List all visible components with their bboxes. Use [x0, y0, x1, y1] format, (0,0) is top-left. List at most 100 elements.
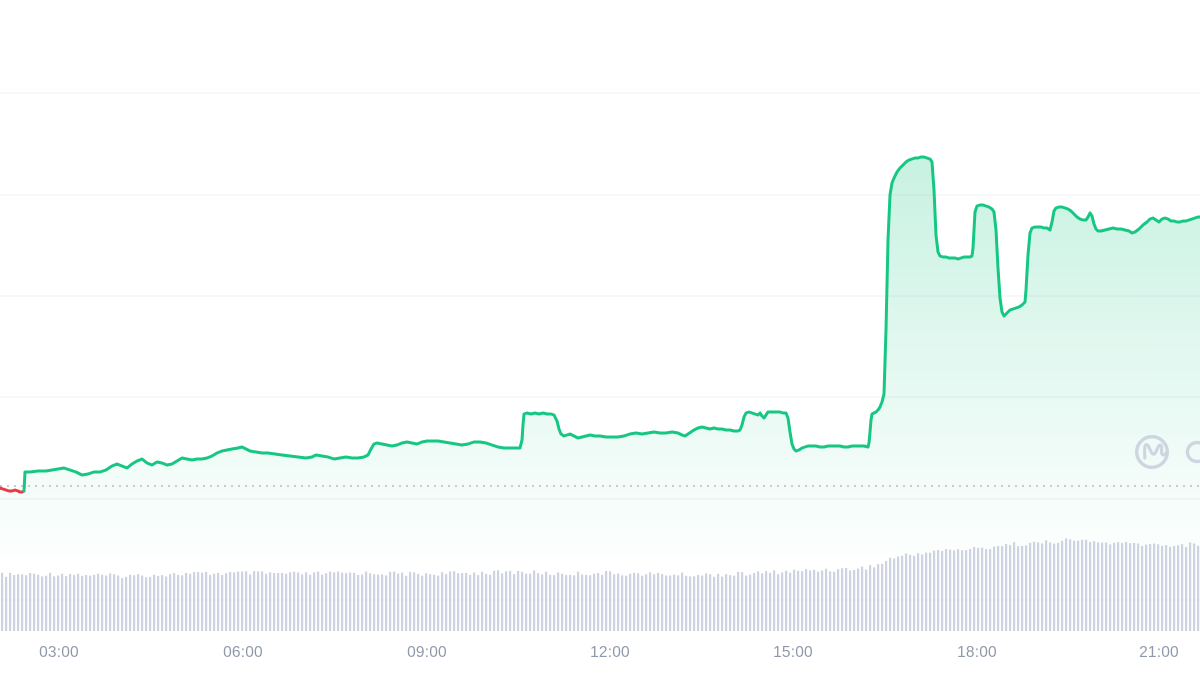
volume-bar: [5, 576, 8, 631]
volume-bar: [673, 574, 676, 631]
volume-bar: [61, 573, 64, 631]
volume-bar: [877, 564, 880, 631]
volume-bar: [141, 575, 144, 631]
volume-bar: [705, 573, 708, 631]
volume-bar: [517, 571, 520, 631]
volume-bar: [961, 550, 964, 631]
volume-bar: [781, 572, 784, 631]
volume-bar: [233, 572, 236, 631]
volume-bar: [829, 571, 832, 631]
volume-bar: [901, 555, 904, 631]
volume-bar: [897, 556, 900, 631]
volume-bar: [481, 571, 484, 631]
volume-bar: [1037, 542, 1040, 631]
coinmarketcap-logo-icon: [1134, 434, 1200, 470]
volume-bar: [669, 575, 672, 631]
volume-bar: [429, 574, 432, 631]
volume-bar: [1193, 543, 1196, 631]
volume-bar: [1141, 545, 1144, 631]
volume-bar: [493, 570, 496, 631]
volume-bar: [665, 575, 668, 631]
volume-bar: [889, 557, 892, 631]
volume-bar: [49, 572, 52, 631]
volume-bar: [1121, 542, 1124, 631]
volume-bar: [629, 573, 632, 631]
volume-bar: [209, 574, 212, 631]
volume-bar: [837, 569, 840, 631]
volume-bar: [693, 576, 696, 631]
volume-bar: [1109, 544, 1112, 631]
volume-bar: [997, 545, 1000, 631]
volume-bar: [489, 574, 492, 631]
volume-bar: [321, 574, 324, 631]
volume-bar: [369, 573, 372, 631]
volume-bar: [905, 553, 908, 631]
volume-bar: [717, 573, 720, 631]
volume-bar: [437, 575, 440, 631]
volume-bar: [661, 574, 664, 631]
volume-bar: [289, 572, 292, 631]
volume-bar: [89, 575, 92, 631]
volume-bar: [269, 572, 272, 631]
volume-bar: [405, 575, 408, 631]
volume-bar: [113, 574, 116, 631]
volume-bar: [81, 575, 84, 631]
volume-bar: [73, 575, 76, 631]
volume-bar: [1153, 543, 1156, 631]
volume-bar: [1013, 542, 1016, 631]
volume-bar: [1173, 546, 1176, 631]
volume-bar: [1025, 545, 1028, 631]
volume-bar: [93, 574, 96, 631]
volume-bar: [589, 575, 592, 631]
volume-bar: [381, 574, 384, 631]
volume-bar: [69, 574, 72, 631]
volume-bar: [833, 571, 836, 631]
volume-bar: [377, 574, 380, 631]
volume-bar: [1137, 543, 1140, 631]
volume-bar: [561, 573, 564, 631]
volume-bar: [657, 572, 660, 631]
volume-bar: [869, 565, 872, 631]
volume-bar: [909, 554, 912, 631]
volume-bar: [1165, 545, 1168, 631]
volume-bar: [857, 568, 860, 631]
volume-bars: [1, 538, 1200, 631]
volume-bar: [521, 571, 524, 631]
volume-bar: [21, 574, 24, 631]
volume-bar: [993, 546, 996, 631]
volume-bar: [293, 571, 296, 631]
volume-bar: [41, 576, 44, 631]
volume-bar: [341, 572, 344, 631]
volume-bar: [1117, 542, 1120, 631]
volume-bar: [389, 571, 392, 631]
volume-bar: [353, 572, 356, 631]
volume-bar: [425, 573, 428, 631]
volume-bar: [445, 574, 448, 631]
price-line-up-segment: [22, 155, 1200, 493]
volume-bar: [165, 576, 168, 631]
volume-bar: [229, 571, 232, 631]
volume-bar: [449, 571, 452, 631]
volume-bar: [721, 576, 724, 631]
volume-bar: [849, 570, 852, 631]
volume-bar: [677, 575, 680, 631]
volume-bar: [1161, 545, 1164, 631]
volume-bar: [205, 571, 208, 631]
volume-bar: [121, 578, 124, 631]
volume-bar: [973, 547, 976, 631]
volume-bar: [553, 575, 556, 631]
volume-bar: [465, 572, 468, 631]
volume-bar: [401, 572, 404, 631]
volume-bar: [881, 563, 884, 631]
volume-bar: [697, 574, 700, 631]
volume-bar: [1197, 545, 1200, 631]
volume-bar: [57, 575, 60, 631]
volume-bar: [1073, 540, 1076, 631]
volume-bar: [85, 575, 88, 631]
volume-bar: [109, 573, 112, 631]
volume-bar: [573, 575, 576, 631]
volume-bar: [213, 573, 216, 631]
volume-bar: [1009, 545, 1012, 631]
volume-bar: [181, 575, 184, 631]
